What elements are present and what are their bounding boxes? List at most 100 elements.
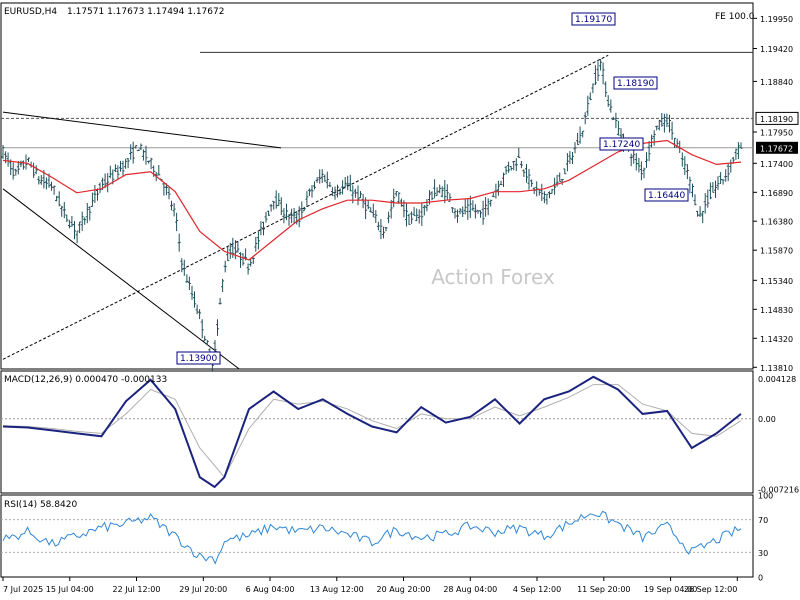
price-bar bbox=[364, 197, 368, 220]
price-bar bbox=[558, 172, 562, 182]
price-bar bbox=[305, 191, 309, 207]
price-bar bbox=[450, 207, 454, 213]
price-bar bbox=[466, 198, 470, 220]
last-price-marker bbox=[756, 141, 798, 154]
price-bar bbox=[540, 183, 544, 201]
price-bar bbox=[121, 160, 125, 176]
price-bar bbox=[34, 165, 38, 175]
price-panel: Action Forex 1.13900 1.19170 1.18190 1.1724… bbox=[0, 2, 755, 371]
price-bar bbox=[27, 157, 30, 163]
price-bar bbox=[338, 188, 342, 196]
price-bar bbox=[200, 319, 204, 339]
price-bar bbox=[190, 285, 194, 300]
price-bar bbox=[688, 176, 692, 194]
price-bar bbox=[67, 219, 71, 229]
price-bar bbox=[246, 263, 250, 275]
price-bar bbox=[14, 168, 18, 176]
price-bar bbox=[269, 203, 273, 212]
price-bar bbox=[328, 181, 332, 188]
price-bar bbox=[583, 112, 587, 125]
price-bar bbox=[660, 113, 664, 127]
price-bar bbox=[287, 214, 291, 226]
price-bar bbox=[62, 201, 66, 219]
price-bar bbox=[218, 297, 222, 305]
annotation-box bbox=[599, 137, 644, 151]
price-bar bbox=[609, 99, 613, 113]
price-bar bbox=[486, 198, 490, 216]
price-bar bbox=[701, 211, 705, 224]
price-bar bbox=[479, 210, 482, 218]
price-bar bbox=[389, 199, 393, 219]
price-bar bbox=[384, 227, 388, 232]
price-bar bbox=[320, 169, 324, 184]
fe-label: FE 100.0 bbox=[715, 12, 755, 22]
annotation-text: 1.16440 bbox=[648, 191, 685, 201]
y-tick-label: 1.14320 bbox=[760, 335, 793, 344]
price-bar bbox=[198, 309, 202, 320]
price-bar bbox=[310, 185, 314, 198]
price-bar bbox=[496, 180, 500, 196]
price-bar bbox=[144, 145, 148, 165]
price-bar bbox=[655, 125, 659, 131]
price-bar bbox=[323, 174, 327, 182]
x-tick-label: 28 Aug 04:00 bbox=[443, 585, 497, 594]
price-bar bbox=[264, 211, 268, 223]
price-bar bbox=[315, 177, 319, 183]
price-bar bbox=[471, 200, 475, 211]
price-bar bbox=[517, 147, 521, 158]
price-bar bbox=[279, 197, 283, 215]
y-tick-label: 1.18840 bbox=[760, 78, 793, 87]
price-bar bbox=[83, 217, 87, 225]
price-bar bbox=[507, 161, 511, 173]
price-bar bbox=[563, 168, 567, 175]
macd-y-axis: 0.004128 0.00 -0.007216 bbox=[758, 375, 799, 495]
price-bar bbox=[78, 221, 82, 234]
price-bar bbox=[302, 206, 306, 212]
price-bar bbox=[726, 163, 730, 182]
price-bar bbox=[216, 319, 219, 336]
price-bar bbox=[1, 145, 5, 159]
price-bar bbox=[333, 186, 337, 200]
price-bar bbox=[647, 141, 651, 162]
price-bar bbox=[604, 81, 608, 97]
y-tick-label: 1.19950 bbox=[760, 15, 793, 24]
macd-series-macd bbox=[2, 375, 742, 489]
price-bar bbox=[591, 83, 595, 94]
y-tick-label: 1.14830 bbox=[760, 306, 793, 315]
annotation-box bbox=[613, 76, 658, 90]
price-bar bbox=[456, 209, 459, 223]
price-bar bbox=[387, 211, 391, 224]
price-bar bbox=[645, 152, 648, 168]
watermark: Action Forex bbox=[431, 265, 555, 289]
price-bar bbox=[19, 160, 23, 168]
price-bar bbox=[37, 176, 41, 185]
price-bar bbox=[16, 161, 20, 175]
price-bar bbox=[642, 167, 646, 179]
x-tick-label: 4 Sep 12:00 bbox=[513, 585, 561, 594]
price-bar bbox=[685, 164, 689, 180]
price-bar bbox=[239, 252, 242, 268]
price-bar bbox=[453, 208, 457, 219]
price-bar bbox=[98, 182, 102, 194]
price-bar bbox=[601, 62, 605, 85]
price-bar bbox=[180, 258, 184, 273]
price-bar bbox=[703, 193, 707, 214]
price-bar bbox=[614, 112, 618, 129]
price-bar bbox=[606, 95, 610, 107]
price-bar bbox=[410, 211, 414, 224]
rsi-panel: RSI(14) 58.8420 bbox=[0, 494, 754, 578]
price-bar bbox=[187, 276, 191, 290]
price-bar bbox=[60, 205, 64, 217]
price-bar bbox=[80, 211, 84, 231]
price-bar bbox=[415, 208, 419, 222]
x-tick-label: 15 Jul 04:00 bbox=[46, 585, 94, 594]
price-bar bbox=[177, 233, 181, 252]
price-bar bbox=[484, 197, 488, 217]
price-bar bbox=[571, 152, 574, 164]
price-bar bbox=[698, 206, 702, 217]
level-price-marker bbox=[755, 111, 799, 125]
price-bar bbox=[90, 192, 94, 207]
price-bar bbox=[44, 177, 48, 190]
descending-trendline-lower bbox=[2, 188, 240, 370]
price-bar bbox=[461, 206, 465, 217]
